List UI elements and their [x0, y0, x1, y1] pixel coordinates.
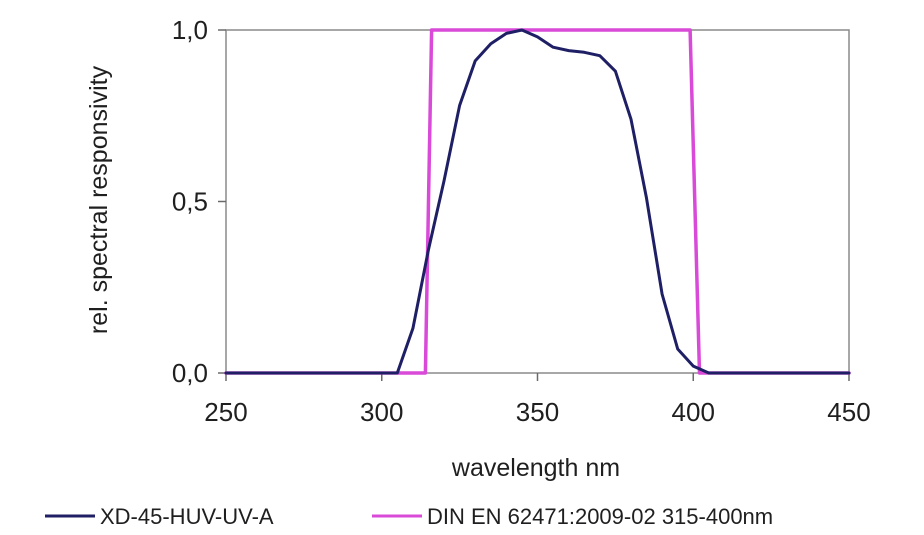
y-tick-label: 0,5: [172, 187, 208, 217]
x-tick-label: 250: [204, 397, 247, 427]
legend: XD-45-HUV-UV-A DIN EN 62471:2009-02 315-4…: [45, 504, 773, 529]
legend-label-1: XD-45-HUV-UV-A: [100, 504, 274, 529]
x-tick-label: 350: [516, 397, 559, 427]
labels-layer: 0,0 0,5 1,0 250 300 350 400 450: [172, 15, 871, 427]
series-line-1: [224, 28, 851, 375]
series-layer: [224, 28, 851, 375]
y-tick-label: 0,0: [172, 358, 208, 388]
axes-layer: [218, 29, 850, 381]
y-tick-label: 1,0: [172, 15, 208, 45]
x-tick-label: 400: [672, 397, 715, 427]
y-axis-title: rel. spectral responsivity: [85, 65, 113, 334]
series-line-2: [224, 28, 851, 375]
legend-label-2: DIN EN 62471:2009-02 315-400nm: [427, 504, 773, 529]
x-tick-label: 300: [360, 397, 403, 427]
x-axis-title: wavelength nm: [451, 454, 620, 482]
x-tick-label: 450: [827, 397, 870, 427]
plot-area: [225, 29, 850, 374]
